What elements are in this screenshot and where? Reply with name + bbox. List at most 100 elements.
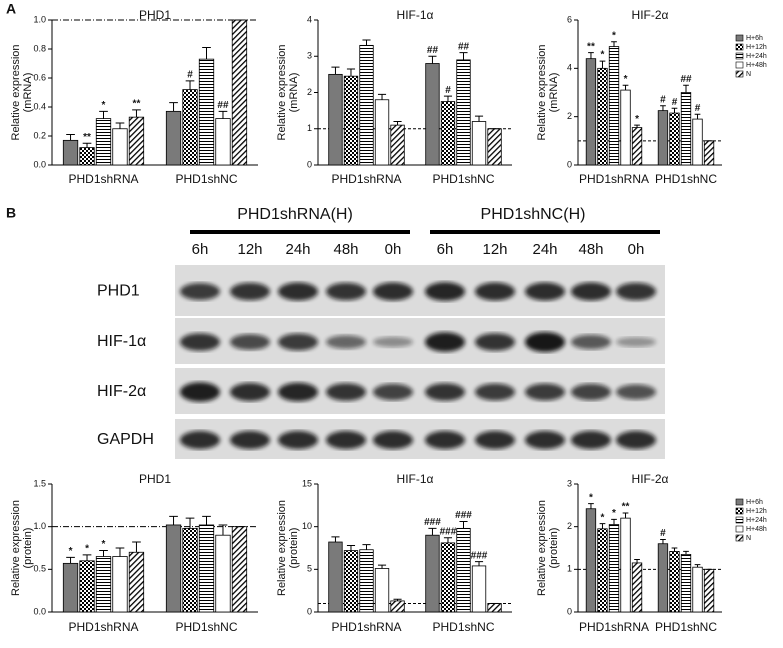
significance-label: ## (458, 41, 470, 52)
lane-label: 0h (385, 241, 402, 258)
significance-label: * (612, 30, 616, 41)
bar (390, 600, 405, 613)
band (525, 383, 565, 401)
panel-label: B (6, 205, 16, 221)
bar (471, 565, 487, 613)
band (616, 430, 656, 450)
bar (425, 534, 440, 613)
y-tick-label: 1.5 (33, 478, 46, 488)
bar (692, 566, 703, 613)
band (180, 333, 220, 351)
y-tick-label: 0.4 (33, 101, 46, 111)
error-bar (599, 523, 606, 529)
significance-label: * (69, 546, 73, 557)
legend-swatch (735, 34, 744, 42)
error-bar (660, 538, 666, 544)
significance-label: * (85, 543, 89, 554)
error-bar (99, 550, 108, 557)
legend-label: H+48h (746, 526, 767, 533)
bar (680, 554, 692, 613)
band (180, 283, 220, 300)
bar (112, 128, 128, 166)
group-label: PHD1shRNA(H) (237, 206, 353, 223)
bar (657, 543, 669, 613)
bar (343, 550, 359, 613)
error-bar (443, 537, 453, 543)
band (326, 383, 366, 401)
y-tick-label: 4 (567, 63, 572, 73)
error-bar (443, 95, 453, 102)
bar (703, 568, 715, 613)
bar (631, 127, 643, 166)
row-label: HIF-1α (97, 333, 146, 350)
lane-label: 24h (532, 241, 557, 258)
error-bar (694, 113, 701, 120)
band (525, 430, 565, 450)
significance-label: * (635, 114, 639, 125)
y-tick-label: 2 (567, 111, 572, 121)
error-bar (377, 564, 387, 569)
y-axis-label: Relative expression (536, 500, 548, 596)
y-axis-label: (protein) (288, 528, 300, 569)
y-tick-label: 1.0 (33, 521, 46, 531)
error-bar (599, 60, 606, 69)
bar (657, 110, 669, 166)
bar (669, 551, 680, 613)
bar (165, 524, 182, 613)
legend-swatch (735, 43, 744, 51)
band (373, 430, 413, 450)
y-tick-label: 15 (302, 478, 312, 488)
error-bar (99, 110, 108, 119)
bar (456, 59, 471, 166)
significance-label: # (187, 70, 193, 81)
bar (79, 147, 95, 166)
error-bar (202, 47, 211, 60)
chart-title: HIF-2α (632, 8, 669, 22)
error-bar (346, 68, 356, 77)
band (425, 282, 465, 301)
y-tick-label: 2 (307, 87, 312, 97)
significance-label: ### (471, 550, 488, 561)
error-bar (169, 515, 178, 525)
lane-label: 48h (333, 241, 358, 258)
band (278, 333, 318, 351)
error-bar (611, 41, 617, 47)
y-tick-label: 0.0 (33, 159, 46, 169)
x-tick-label: PHD1shNC (432, 620, 494, 634)
error-bar (393, 598, 402, 601)
error-bar (634, 124, 640, 128)
band (616, 337, 656, 347)
y-tick-label: 0.8 (33, 43, 46, 53)
band (425, 430, 465, 450)
bar (440, 542, 456, 613)
error-bar (622, 512, 629, 519)
legend-swatch (735, 498, 744, 506)
legend-label: H+24h (746, 53, 767, 60)
y-tick-label: 2 (567, 521, 572, 531)
band (475, 383, 515, 401)
error-bar (202, 515, 211, 525)
x-tick-label: PHD1shNC (175, 620, 237, 634)
significance-label: * (624, 74, 628, 85)
band (326, 430, 366, 450)
error-bar (611, 518, 617, 525)
error-bar (362, 544, 371, 550)
x-tick-label: PHD1shNC (655, 620, 717, 634)
y-tick-label: 0 (307, 606, 312, 616)
chart-title: HIF-1α (397, 472, 434, 486)
row-label: HIF-2α (97, 383, 146, 400)
error-bar (115, 122, 125, 129)
bar (215, 534, 231, 613)
band (571, 383, 611, 401)
x-tick-label: PHD1shRNA (68, 620, 138, 634)
bar (165, 110, 182, 166)
bar (669, 112, 680, 166)
bar (112, 556, 128, 613)
bar (359, 44, 374, 166)
error-bar (474, 561, 484, 566)
y-tick-label: 0 (307, 159, 312, 169)
significance-label: ** (133, 99, 141, 110)
y-tick-label: 5 (307, 564, 312, 574)
chart-title: HIF-1α (397, 8, 434, 22)
bar (215, 118, 231, 166)
